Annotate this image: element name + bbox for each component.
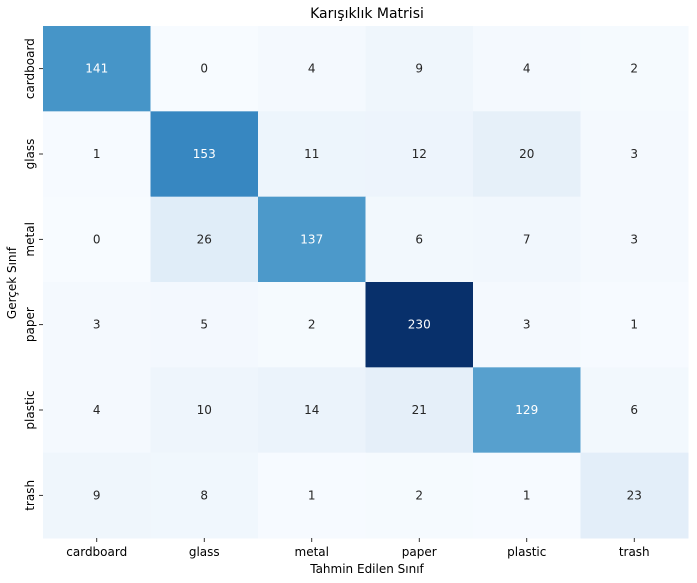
heatmap-cell [365, 452, 474, 539]
x-tick-label: glass [189, 545, 220, 559]
heatmap-cell [365, 196, 474, 283]
cell-value-label: 11 [304, 147, 319, 161]
cell-value-label: 23 [627, 488, 642, 502]
x-tick-labels: cardboard glass metal paper plastic trash [66, 538, 650, 559]
y-tick-label: paper [23, 307, 37, 342]
cell-value-label: 10 [197, 403, 212, 417]
cell-value-label: 14 [304, 403, 319, 417]
heatmap-cells: 141 0 4 9 4 21 153 11 12 20 30 26 137 6 7 33 5 2 230 3 14 10 1… [43, 26, 689, 539]
cell-value-label: 1 [93, 147, 101, 161]
y-tick-labels: cardboard glass metal paper plastic trash [23, 38, 43, 511]
heatmap-cell [258, 282, 366, 368]
heatmap-cell [473, 196, 581, 283]
heatmap-cell [43, 196, 151, 283]
heatmap-cell [580, 367, 689, 454]
heatmap-cell [258, 367, 366, 454]
x-tick-label: metal [295, 545, 329, 559]
heatmap-cell [473, 111, 581, 198]
heatmap-cell [473, 26, 581, 112]
heatmap-cell [473, 282, 581, 368]
heatmap-cell [580, 111, 689, 198]
cell-value-label: 3 [630, 147, 638, 161]
heatmap-cell [365, 111, 474, 198]
cell-value-label: 0 [93, 232, 101, 246]
heatmap-cell [365, 282, 474, 368]
heatmap-cell [365, 367, 474, 454]
x-tick-label: plastic [507, 545, 546, 559]
heatmap-cell [258, 111, 366, 198]
cell-value-label: 230 [408, 318, 431, 332]
heatmap-cell [150, 282, 259, 368]
heatmap-cell [43, 111, 151, 198]
cell-value-label: 3 [630, 232, 638, 246]
cell-value-label: 3 [93, 318, 101, 332]
heatmap-cell [43, 452, 151, 539]
heatmap-cell [580, 26, 689, 112]
cell-value-label: 4 [93, 403, 101, 417]
heatmap-cell [150, 452, 259, 539]
heatmap-cell [150, 111, 259, 198]
heatmap-cell [150, 367, 259, 454]
y-tick-label: trash [23, 480, 37, 511]
cell-value-label: 4 [523, 62, 531, 76]
cell-value-label: 2 [415, 488, 423, 502]
x-tick-label: trash [619, 545, 650, 559]
heatmap-cell [365, 26, 474, 112]
cell-value-label: 9 [415, 62, 423, 76]
heatmap-cell [150, 196, 259, 283]
cell-value-label: 0 [200, 62, 208, 76]
cell-value-label: 1 [523, 488, 531, 502]
x-axis-title: Tahmin Edilen Sınıf [309, 562, 424, 576]
heatmap-cell [43, 367, 151, 454]
y-tick-label: plastic [23, 390, 37, 429]
cell-value-label: 7 [523, 232, 531, 246]
cell-value-label: 9 [93, 488, 101, 502]
heatmap-cell [43, 26, 151, 112]
heatmap-cell [580, 282, 689, 368]
cell-value-label: 26 [197, 232, 212, 246]
cell-value-label: 8 [200, 488, 208, 502]
heatmap-cell [43, 282, 151, 368]
cell-value-label: 1 [630, 318, 638, 332]
heatmap-cell [473, 452, 581, 539]
cell-value-label: 21 [412, 403, 427, 417]
x-tick-label: cardboard [66, 545, 127, 559]
cell-value-label: 1 [308, 488, 316, 502]
cell-value-label: 137 [300, 232, 323, 246]
heatmap-cell [258, 196, 366, 283]
cell-value-label: 2 [630, 62, 638, 76]
heatmap-cell [150, 26, 259, 112]
cell-value-label: 6 [630, 403, 638, 417]
cell-value-label: 129 [515, 403, 538, 417]
heatmap-cell [580, 196, 689, 283]
cell-value-label: 5 [200, 318, 208, 332]
heatmap-cell [258, 452, 366, 539]
heatmap-cell [580, 452, 689, 539]
cell-value-label: 20 [519, 147, 534, 161]
y-tick-label: cardboard [23, 38, 37, 99]
x-tick-label: paper [402, 545, 437, 559]
cell-value-label: 3 [523, 318, 531, 332]
cell-value-label: 6 [415, 232, 423, 246]
chart-title: Karışıklık Matrisi [310, 6, 424, 22]
cell-value-label: 141 [85, 62, 108, 76]
y-tick-label: glass [23, 139, 37, 170]
cell-value-label: 12 [412, 147, 427, 161]
y-tick-label: metal [23, 222, 37, 256]
heatmap-cell [258, 26, 366, 112]
cell-value-label: 4 [308, 62, 316, 76]
heatmap-cell [473, 367, 581, 454]
cell-value-label: 2 [308, 318, 316, 332]
y-axis-title: Gerçek Sınıf [5, 246, 19, 319]
cell-value-label: 153 [193, 147, 216, 161]
